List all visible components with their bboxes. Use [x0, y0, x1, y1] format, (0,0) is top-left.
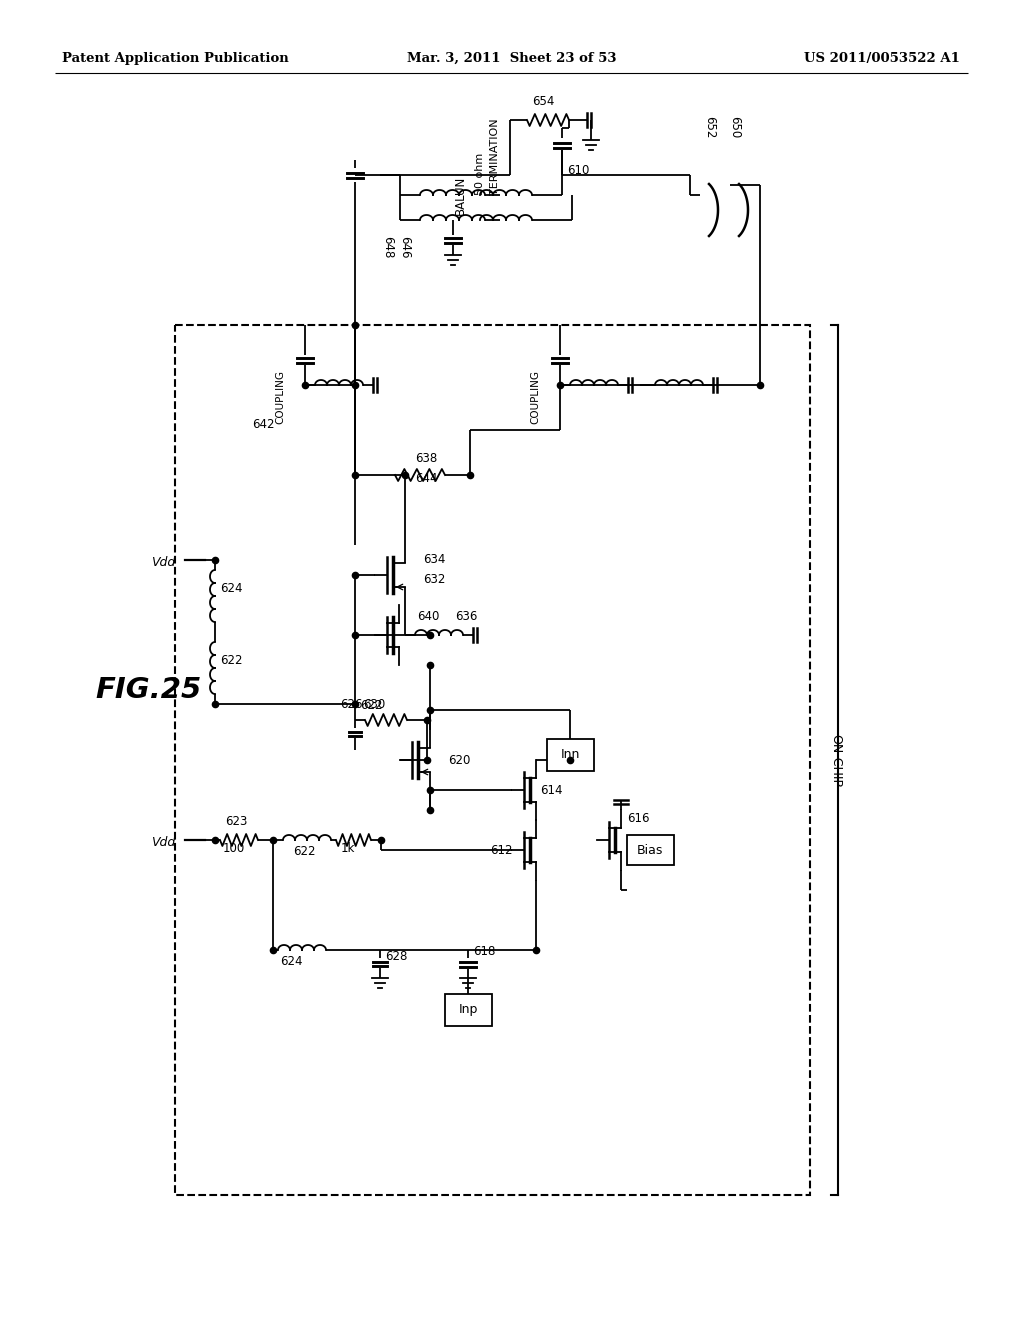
Text: Vdd: Vdd [151, 557, 175, 569]
Text: 640: 640 [417, 610, 439, 623]
Text: 638: 638 [415, 451, 437, 465]
Text: 628: 628 [385, 950, 408, 964]
Text: 654: 654 [531, 95, 554, 108]
Text: Inn: Inn [560, 748, 580, 762]
Text: FIG.25: FIG.25 [95, 676, 202, 704]
Text: 50 ohm: 50 ohm [475, 153, 485, 195]
Text: 622: 622 [220, 653, 243, 667]
Text: 646: 646 [398, 235, 412, 257]
Text: 618: 618 [473, 945, 496, 958]
FancyBboxPatch shape [627, 836, 674, 865]
Text: 648: 648 [382, 236, 394, 257]
Text: 622: 622 [293, 845, 315, 858]
Text: 642: 642 [253, 418, 275, 432]
Text: 630: 630 [362, 698, 385, 711]
Text: 624: 624 [280, 954, 302, 968]
Text: COUPLING: COUPLING [530, 370, 540, 424]
Text: Inp: Inp [459, 1003, 477, 1016]
Text: 1k: 1k [341, 842, 355, 855]
Text: US 2011/0053522 A1: US 2011/0053522 A1 [804, 51, 961, 65]
FancyBboxPatch shape [444, 994, 492, 1026]
Text: 622: 622 [360, 700, 383, 711]
Text: 650: 650 [728, 116, 741, 139]
Text: 612: 612 [490, 843, 512, 857]
Text: 632: 632 [423, 573, 445, 586]
Text: 100: 100 [223, 842, 246, 855]
Text: COUPLING: COUPLING [275, 370, 285, 424]
Text: Vdd: Vdd [151, 837, 175, 850]
Text: 610: 610 [567, 164, 590, 177]
Text: 616: 616 [627, 812, 649, 825]
Text: 652: 652 [703, 116, 717, 139]
Text: 623: 623 [225, 814, 248, 828]
Text: 634: 634 [423, 553, 445, 566]
FancyBboxPatch shape [547, 739, 594, 771]
Text: 614: 614 [540, 784, 562, 796]
Text: Mar. 3, 2011  Sheet 23 of 53: Mar. 3, 2011 Sheet 23 of 53 [408, 51, 616, 65]
Text: 624: 624 [220, 582, 243, 595]
Text: BALUN: BALUN [454, 176, 467, 215]
Text: Patent Application Publication: Patent Application Publication [62, 51, 289, 65]
Text: TERMINATION: TERMINATION [490, 119, 500, 195]
Text: 626: 626 [340, 698, 362, 711]
Text: 644: 644 [415, 473, 437, 484]
Text: ON-CHIP: ON-CHIP [829, 734, 843, 787]
Text: 636: 636 [455, 610, 477, 623]
Text: Bias: Bias [637, 843, 664, 857]
Text: 620: 620 [449, 754, 470, 767]
